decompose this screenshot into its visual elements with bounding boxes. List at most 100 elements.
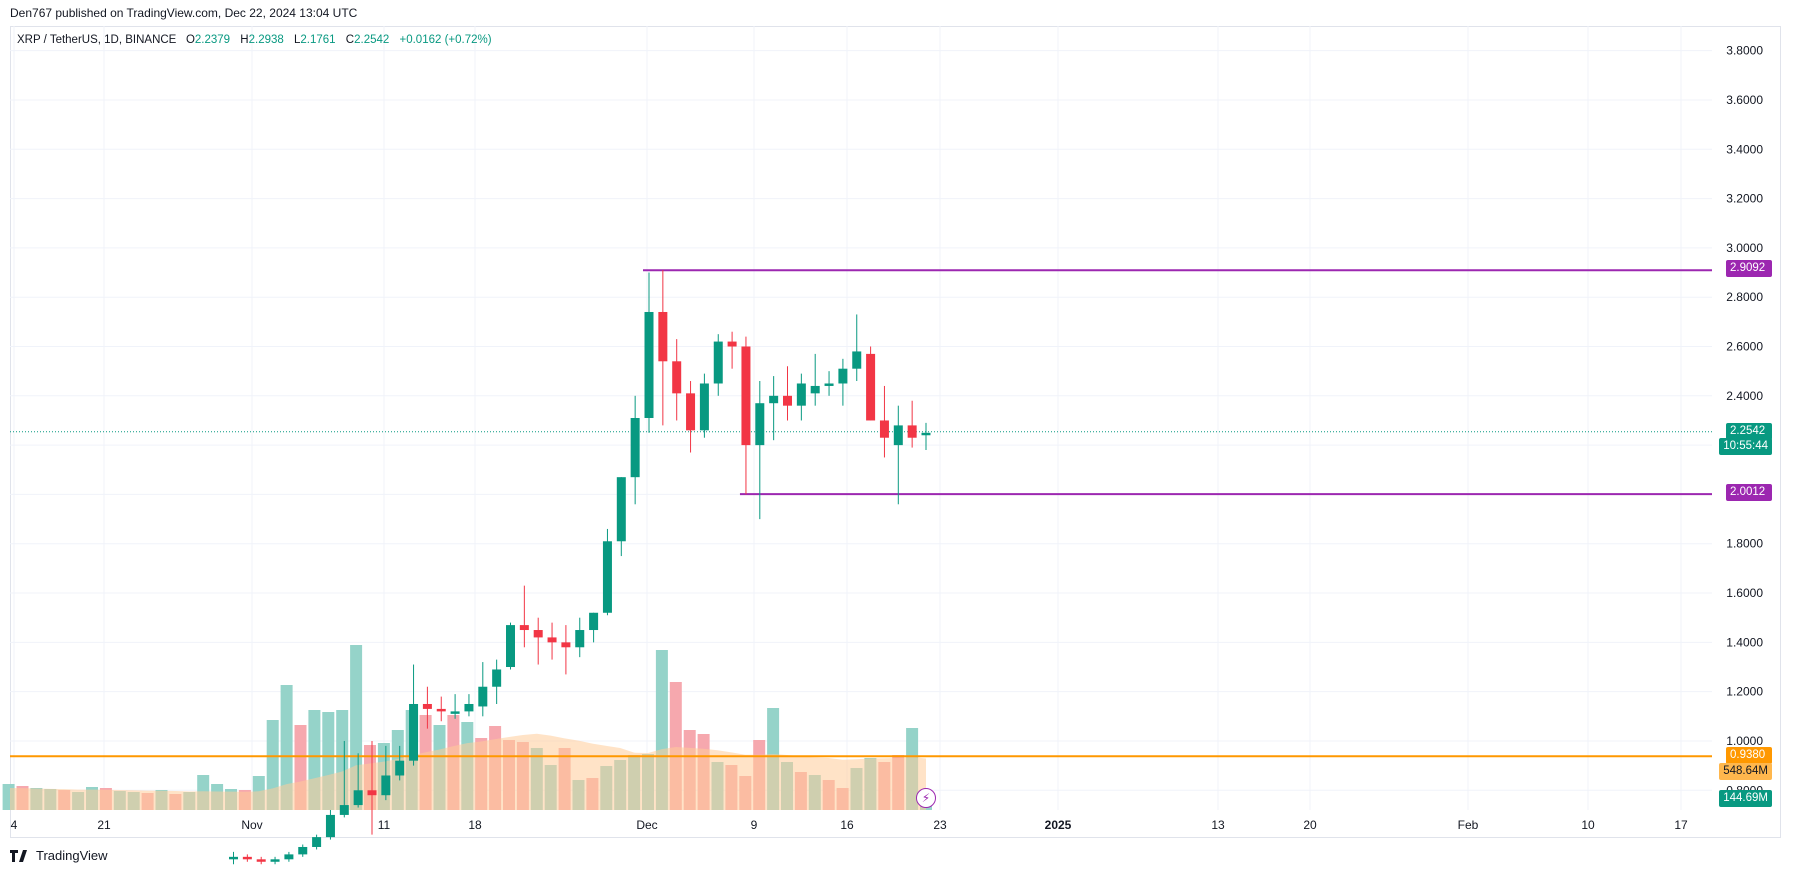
candle-body <box>409 703 419 761</box>
candle-body <box>533 630 543 638</box>
volume-ma-tag: 548.64M <box>1719 763 1772 780</box>
candle-body <box>547 637 557 643</box>
countdown-tag: 10:55:44 <box>1719 438 1772 455</box>
price-axis-label: 1.6000 <box>1726 586 1763 600</box>
price-axis: 3.8000 3.6000 3.4000 3.2000 3.0000 2.8000 2.60… <box>1726 44 1763 798</box>
high-value: 2.2938 <box>248 34 284 46</box>
candle-body <box>575 630 585 648</box>
time-axis-label: 16 <box>840 818 854 832</box>
time-axis-label: 20 <box>1303 818 1317 832</box>
candles <box>229 270 931 865</box>
change-value: +0.0162 (+0.72%) <box>399 34 492 46</box>
candle-body <box>589 612 599 631</box>
time-axis-label: Feb <box>1458 818 1479 832</box>
time-axis-label: 11 <box>378 818 391 832</box>
candle-body <box>478 686 488 707</box>
candle-body <box>755 403 765 446</box>
orange-line-tag: 0.9380 <box>1726 747 1772 764</box>
candle-body <box>422 703 432 709</box>
candle-body <box>810 385 820 394</box>
candle-body <box>672 361 682 394</box>
candle-body <box>312 837 322 847</box>
volume-tag: 144.69M <box>1719 790 1772 807</box>
grid <box>10 26 1712 810</box>
time-axis-label: 10 <box>1581 818 1595 832</box>
candle-body <box>630 418 640 478</box>
candle-body <box>796 383 806 406</box>
publisher-header: Den767 published on TradingView.com, Dec… <box>10 6 358 20</box>
time-axis-label: Nov <box>241 818 262 832</box>
time-axis-label: 2025 <box>1045 818 1072 832</box>
candle-body <box>561 642 571 648</box>
price-axis-label: 1.4000 <box>1726 635 1763 649</box>
volume-bar <box>280 685 293 810</box>
candle-body <box>838 368 848 384</box>
open-value: 2.2379 <box>194 34 231 46</box>
candle-body <box>602 541 612 613</box>
candle-body <box>852 351 862 369</box>
candle-body <box>298 846 308 855</box>
candle-body <box>907 425 917 438</box>
candle-body <box>519 625 529 631</box>
price-axis-label: 3.0000 <box>1726 241 1763 255</box>
candle-body <box>284 854 294 860</box>
candle-body <box>741 346 751 446</box>
time-axis-label: 23 <box>933 818 947 832</box>
support-price-tag: 2.0012 <box>1726 484 1772 501</box>
price-axis-label: 2.8000 <box>1726 290 1763 304</box>
candle-body <box>353 790 363 806</box>
candle-body <box>879 420 889 438</box>
volume-ma-area <box>10 733 926 810</box>
time-axis-label: 18 <box>468 818 482 832</box>
candle-body <box>644 311 654 418</box>
close-value: 2.2542 <box>354 34 390 46</box>
price-axis-label: 3.8000 <box>1726 44 1763 58</box>
price-axis-label: 3.4000 <box>1726 142 1763 156</box>
low-value: 2.1761 <box>300 34 336 46</box>
candle-body <box>686 393 696 431</box>
candle-body <box>506 625 515 668</box>
price-axis-label: 2.4000 <box>1726 389 1763 403</box>
candle-body <box>727 341 737 347</box>
lightning-icon[interactable]: ⚡ <box>916 788 936 808</box>
time-axis-label: 13 <box>1211 818 1225 832</box>
candle-body <box>395 760 405 776</box>
candle-body <box>367 790 377 796</box>
symbol-legend: XRP / TetherUS, 1D, BINANCE O2.2379 H2.2… <box>17 34 492 46</box>
open-label: O <box>185 34 195 46</box>
price-axis-label: 1.2000 <box>1726 685 1763 699</box>
candle-body <box>325 814 335 838</box>
candle-body <box>381 775 391 796</box>
close-label: C <box>345 34 355 46</box>
candle-body <box>769 395 779 404</box>
footer-brand[interactable]: TradingView <box>10 848 108 863</box>
candle-body <box>270 859 280 862</box>
time-axis: 4 21 Nov 11 18 Dec 9 16 23 2025 13 20 Feb 10 17 <box>11 818 1688 832</box>
candle-body <box>699 383 709 431</box>
brand-name: TradingView <box>36 848 108 863</box>
price-axis-label: 2.6000 <box>1726 340 1763 354</box>
candle-body <box>256 859 266 862</box>
candle-body <box>824 383 834 386</box>
high-label: H <box>240 34 249 46</box>
last-price-tag: 2.2542 <box>1726 423 1772 440</box>
time-axis-label: Dec <box>636 818 657 832</box>
time-axis-label: 17 <box>1674 818 1688 832</box>
candle-body <box>658 311 668 362</box>
volume-ma-area <box>10 733 926 810</box>
candle-body <box>783 395 792 406</box>
price-axis-label: 3.2000 <box>1726 192 1763 206</box>
tradingview-logo-icon <box>10 849 27 862</box>
resistance-price-tag: 2.9092 <box>1726 260 1772 277</box>
candle-body <box>921 432 931 436</box>
time-axis-label: 9 <box>751 818 758 832</box>
symbol-name[interactable]: XRP / TetherUS, 1D, BINANCE <box>17 34 177 46</box>
price-axis-label: 3.6000 <box>1726 93 1763 107</box>
low-label: L <box>294 34 301 46</box>
horizontal-levels <box>10 269 1712 758</box>
candle-body <box>866 353 876 421</box>
candle-body <box>242 856 252 860</box>
candle-body <box>893 425 903 446</box>
price-axis-label: 1.8000 <box>1726 537 1763 551</box>
